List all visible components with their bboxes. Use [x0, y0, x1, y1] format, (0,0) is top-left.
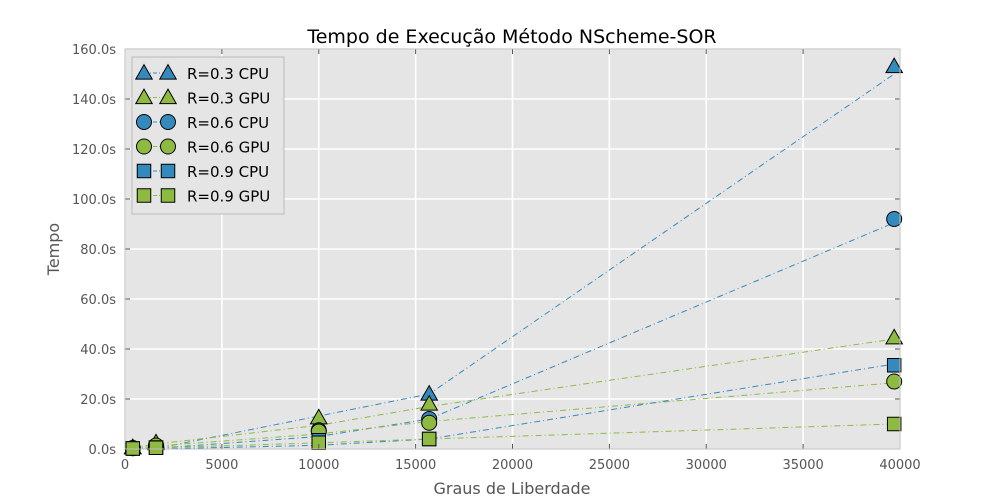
data-point-r-0-9-cpu [886, 358, 902, 373]
legend-label: R=0.9 CPU [187, 163, 269, 181]
x-tick-label: 5000 [205, 458, 238, 473]
legend-marker [136, 138, 152, 155]
data-point-r-0-9-gpu [886, 416, 902, 432]
data-point-r-0-3-gpu [420, 394, 439, 411]
x-tick-label: 15000 [395, 458, 436, 473]
legend-marker [136, 188, 152, 203]
plot-frame [124, 48, 901, 450]
legend-marker [158, 88, 178, 105]
x-tick-label: 40000 [879, 458, 920, 473]
y-tick-label: 60.0s [80, 293, 116, 308]
x-tick-label: 0 [121, 458, 129, 473]
y-tick-label: 100.0s [72, 193, 116, 208]
data-point-r-0-9-gpu [148, 440, 164, 455]
x-tick-label: 25000 [589, 458, 630, 473]
data-point-r-0-6-gpu [886, 373, 903, 390]
y-tick-label: 80.0s [80, 243, 116, 258]
x-tick-label: 30000 [686, 458, 727, 473]
y-tick-label: 20.0s [80, 393, 116, 408]
legend-marker [134, 63, 154, 80]
x-tick-label: 35000 [782, 458, 823, 473]
axis-ticks: 0 5000 10000 15000 20000 25000 30000 35000 40000… [72, 43, 921, 473]
legend-box [131, 56, 285, 215]
y-tick-label: 40.0s [80, 343, 116, 358]
data-point-r-0-3-gpu [885, 328, 904, 345]
legend-marker [160, 114, 176, 130]
x-tick-label: 20000 [492, 458, 533, 473]
y-tick-label: 160.0s [72, 43, 116, 58]
y-tick-label: 120.0s [72, 143, 116, 158]
legend-marker [158, 63, 178, 80]
legend-label: R=0.6 GPU [187, 139, 270, 157]
legend-marker [136, 163, 152, 179]
legend-label: R=0.3 GPU [187, 90, 270, 108]
legend-label: R=0.3 CPU [187, 65, 269, 83]
y-axis-label: Tempo [44, 223, 63, 276]
data-point-r-0-6-gpu [421, 414, 438, 431]
y-tick-label: 0.0s [89, 443, 117, 458]
x-tick-label: 10000 [298, 458, 339, 473]
legend-label: R=0.6 CPU [187, 114, 269, 132]
legend-marker [134, 88, 154, 105]
data-point-r-0-3-cpu [885, 57, 904, 74]
legend-marker [160, 188, 176, 203]
legend-marker [160, 163, 176, 179]
data-point-r-0-9-gpu [421, 431, 437, 447]
legend-label: R=0.9 GPU [187, 188, 270, 206]
x-axis-label: Graus de Liberdade [433, 479, 590, 498]
legend-marker [136, 114, 152, 130]
legend-marker [160, 138, 176, 155]
data-point-r-0-6-cpu [886, 211, 903, 227]
y-tick-label: 140.0s [72, 93, 116, 108]
data-markers [123, 57, 904, 457]
legend: R=0.3 CPU R=0.3 GPU R=0.6 CPU R=0.6 GPU R=0.… [131, 56, 285, 215]
chart-title: Tempo de Execução Método NScheme-SOR [306, 26, 716, 48]
